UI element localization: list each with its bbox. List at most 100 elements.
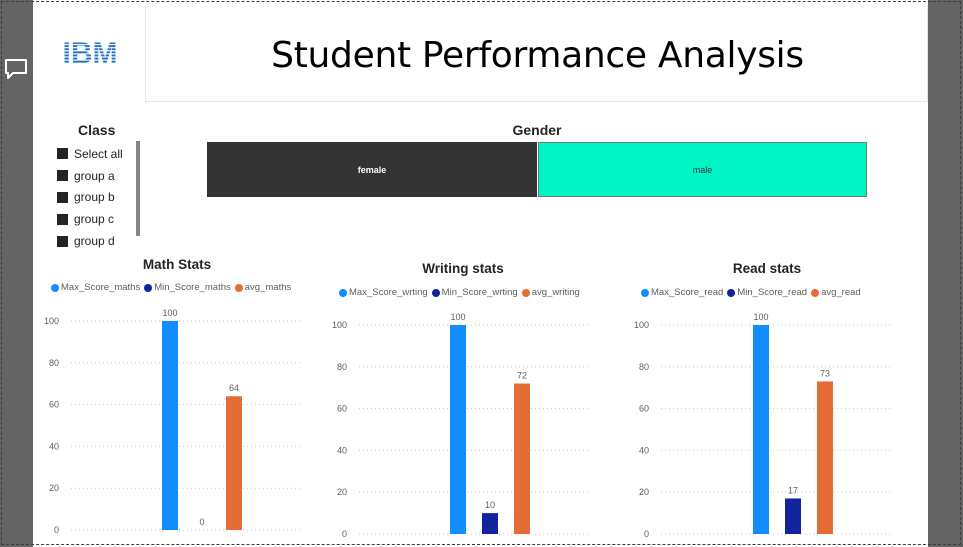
writing-chart-legend: Max_Score_wrting Min_Score_wrting avg_wr… <box>339 287 584 298</box>
left-panel-strip <box>0 0 33 547</box>
page-title: Student Performance Analysis <box>271 35 804 76</box>
math-chart-title: Math Stats <box>142 257 212 272</box>
legend-dot-icon <box>641 288 649 297</box>
legend-item[interactable]: Max_Score_read <box>641 287 723 298</box>
legend-dot-icon <box>727 288 736 297</box>
y-tick-label: 80 <box>639 362 649 372</box>
slicer-item-label: Select all <box>74 146 123 161</box>
right-panel-strip <box>928 0 963 547</box>
y-tick-label: 20 <box>337 487 347 497</box>
slicer-item-group-a[interactable]: group a <box>57 165 123 187</box>
slicer-item-group-b[interactable]: group b <box>57 187 123 209</box>
gender-tile-male[interactable]: male <box>538 142 867 197</box>
y-tick-label: 60 <box>337 404 347 414</box>
checkbox[interactable] <box>57 148 68 160</box>
class-slicer: Select all group a group b group c group… <box>57 143 123 252</box>
legend-item[interactable]: Min_Score_wrting <box>431 287 518 298</box>
legend-item[interactable]: Max_Score_wrting <box>339 287 428 298</box>
gender-tile-label: female <box>357 164 387 175</box>
legend-dot-icon <box>234 283 243 292</box>
svg-text:IBM: IBM <box>63 39 118 67</box>
y-tick-label: 80 <box>49 358 59 368</box>
gender-tile-label: male <box>692 164 713 175</box>
y-tick-label: 20 <box>49 483 59 493</box>
y-tick-label: 40 <box>639 445 649 455</box>
y-tick-label: 40 <box>337 445 347 455</box>
data-label: 72 <box>517 371 527 381</box>
legend-dot-icon <box>51 283 59 292</box>
data-label: 100 <box>753 312 768 322</box>
avg-bar[interactable] <box>817 381 833 534</box>
comment-icon[interactable] <box>4 58 28 80</box>
slicer-item-label: group d <box>74 234 115 249</box>
y-tick-label: 60 <box>639 404 649 414</box>
checkbox[interactable] <box>57 235 68 247</box>
checkbox[interactable] <box>57 170 68 182</box>
legend-label: Min_Score_read <box>737 287 808 298</box>
data-label: 10 <box>485 500 495 510</box>
gender-tile-female[interactable]: female <box>207 142 537 197</box>
y-tick-label: 0 <box>54 525 59 535</box>
legend-label: Min_Score_maths <box>154 282 231 293</box>
legend-dot-icon <box>431 288 440 297</box>
legend-label: Min_Score_wrting <box>441 287 518 298</box>
legend-item[interactable]: avg_maths <box>234 282 292 293</box>
max-bar[interactable] <box>162 321 178 530</box>
gender-slicer-title: Gender <box>512 122 562 138</box>
data-label: 100 <box>450 312 465 322</box>
slicer-item-label: group b <box>74 190 115 205</box>
legend-item[interactable]: avg_read <box>811 287 861 298</box>
read-chart-legend: Max_Score_read Min_Score_read avg_read <box>641 287 865 298</box>
y-tick-label: 100 <box>634 320 649 330</box>
y-tick-label: 60 <box>49 400 59 410</box>
y-tick-label: 100 <box>332 320 347 330</box>
max-bar[interactable] <box>450 325 466 534</box>
legend-label: avg_maths <box>244 282 292 293</box>
y-tick-label: 0 <box>644 529 649 539</box>
legend-item[interactable]: avg_writing <box>521 287 580 298</box>
min-bar[interactable] <box>785 498 801 534</box>
avg-bar[interactable] <box>514 383 530 534</box>
math-bar-chart: 0 20 40 60 80 100 100 0 64 <box>44 308 303 535</box>
read-chart-title: Read stats <box>732 261 802 276</box>
title-card: Student Performance Analysis <box>145 5 928 102</box>
min-bar[interactable] <box>482 513 498 534</box>
data-label: 73 <box>820 368 830 378</box>
slicer-item-label: group a <box>74 168 115 183</box>
math-chart-legend: Max_Score_maths Min_Score_maths avg_math… <box>51 282 295 293</box>
ibm-logo: IBM <box>63 39 118 67</box>
legend-dot-icon <box>144 283 153 292</box>
legend-dot-icon <box>811 288 820 297</box>
slicer-item-label: group c <box>74 212 115 227</box>
slicer-item-group-d[interactable]: group d <box>57 230 123 252</box>
legend-item[interactable]: Min_Score_read <box>727 287 807 298</box>
y-tick-label: 20 <box>639 487 649 497</box>
checkbox[interactable] <box>57 191 68 203</box>
legend-item[interactable]: Min_Score_maths <box>144 282 231 293</box>
legend-label: Max_Score_wrting <box>349 287 428 298</box>
y-tick-label: 80 <box>337 362 347 372</box>
slicer-item-select-all[interactable]: Select all <box>57 143 123 165</box>
checkbox[interactable] <box>57 213 68 225</box>
read-bar-chart: 0 20 40 60 80 100 100 17 73 <box>634 312 893 539</box>
data-label: 64 <box>229 383 239 393</box>
y-tick-label: 0 <box>342 529 347 539</box>
legend-dot-icon <box>339 288 347 297</box>
legend-label: avg_read <box>821 287 861 298</box>
data-label: 100 <box>162 308 177 318</box>
report-canvas: IBM Student Performance Analysis Class S… <box>33 5 928 545</box>
writing-chart-title: Writing stats <box>422 261 504 276</box>
class-slicer-title: Class <box>78 122 116 138</box>
slicer-scrollbar[interactable] <box>136 141 140 236</box>
legend-label: Max_Score_maths <box>61 282 141 293</box>
legend-item[interactable]: Max_Score_maths <box>51 282 140 293</box>
data-label: 0 <box>199 517 204 527</box>
legend-label: Max_Score_read <box>651 287 724 298</box>
slicer-item-group-c[interactable]: group c <box>57 208 123 230</box>
legend-label: avg_writing <box>531 287 580 298</box>
max-bar[interactable] <box>753 325 769 534</box>
data-label: 17 <box>788 485 798 495</box>
avg-bar[interactable] <box>226 396 242 530</box>
y-tick-label: 100 <box>44 316 59 326</box>
y-tick-label: 40 <box>49 441 59 451</box>
